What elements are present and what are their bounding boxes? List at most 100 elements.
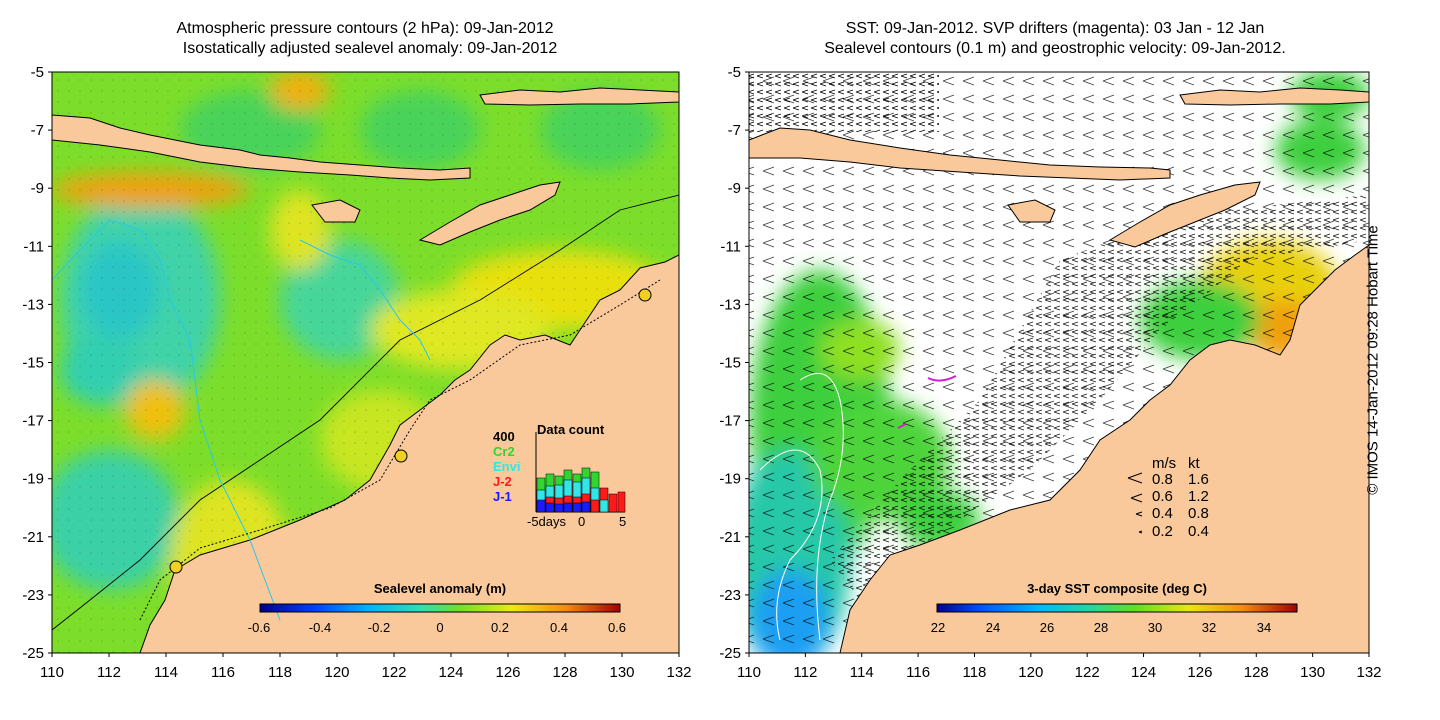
northern-islands-right [1179, 87, 1369, 106]
sst-colorbar-label: 3-day SST composite (deg C) [1027, 581, 1207, 596]
sumba-island-left [311, 199, 361, 223]
left-lon-tick-label: 124 [438, 664, 463, 681]
sst-tick: 24 [986, 620, 1000, 635]
inset-title: Data count [537, 422, 605, 437]
velocity-legend-kt: 1.6 [1188, 471, 1209, 488]
right-title-line2: Sealevel contours (0.1 m) and geostrophi… [824, 40, 1286, 57]
velocity-legend-ms: 0.2 [1152, 523, 1173, 540]
right-lon-tick-label: 116 [906, 664, 930, 681]
inset-mission-cr2: Cr2 [493, 444, 515, 459]
inset-mission-j2: J-2 [493, 474, 512, 489]
inset-xlabel-end: 5 [619, 514, 626, 529]
right-lon-tick-label: 114 [850, 664, 874, 681]
tide-gauge-marker[interactable] [394, 449, 408, 463]
left-lon-tick-label: 114 [154, 664, 178, 681]
left-lat-tick-label: -19 [22, 471, 44, 488]
tide-gauge-marker[interactable] [169, 560, 183, 574]
left-lon-tick-label: 126 [495, 664, 520, 681]
left-lat-tick-label: -13 [22, 296, 44, 313]
velocity-legend-arrow-2 [1135, 511, 1143, 517]
sst-tick: 32 [1202, 620, 1216, 635]
left-lon-tick-label: 112 [97, 664, 121, 681]
australia-landmass-right [839, 244, 1369, 653]
shelf-edge-dotted [139, 279, 661, 621]
data-count-bars [536, 467, 626, 513]
lesser-sunda-islands-right [749, 127, 1171, 181]
velocity-legend: m/s kt 0.8 1.6 0.6 1.2 0.4 0.8 0.2 0.4 [1127, 455, 1209, 540]
right-lon-tick-label: 126 [1187, 664, 1212, 681]
inset-xlabel-start: -5days [527, 514, 567, 529]
lesser-sunda-islands-left [52, 114, 471, 181]
sst-colorbar-ramp [936, 603, 1298, 613]
sst-tick: 30 [1148, 620, 1162, 635]
velocity-legend-ms: 0.6 [1152, 488, 1173, 505]
sealevel-contour [759, 449, 823, 641]
pressure-contour [52, 194, 679, 631]
inset-mission-envi: Envi [493, 459, 520, 474]
svp-drifter-track[interactable] [927, 375, 957, 382]
right-lat-tick-label: -21 [719, 529, 741, 546]
sealevel-tick: -0.2 [368, 620, 390, 635]
copyright-stamp: © IMOS 14-Jan-2012 09:28 Hobart Time [1365, 225, 1393, 495]
right-title-line1: SST: 09-Jan-2012. SVP drifters (magenta)… [845, 20, 1265, 37]
right-lon-tick-label: 118 [962, 664, 986, 681]
right-lon-tick-label: 130 [1300, 664, 1325, 681]
left-lon-tick-label: 132 [666, 664, 691, 681]
left-lon-tick-label: 130 [609, 664, 634, 681]
timor-island-left [418, 181, 561, 246]
velocity-legend-kt: 0.8 [1188, 505, 1209, 522]
right-lon-tick-label: 124 [1131, 664, 1156, 681]
right-lon-tick-label: 120 [1018, 664, 1043, 681]
sealevel-tick: -0.6 [248, 620, 270, 635]
sealevel-tick: 0.2 [491, 620, 509, 635]
right-lat-tick-label: -23 [719, 587, 741, 604]
velocity-arrow-dense-north [749, 72, 939, 132]
sst-tick: 28 [1094, 620, 1108, 635]
right-map [749, 72, 1369, 653]
sealevel-tick: 0.4 [550, 620, 568, 635]
sealevel-colorbar-label: Sealevel anomaly (m) [374, 581, 506, 596]
tide-gauge-marker[interactable] [638, 288, 652, 302]
velocity-legend-header-kt: kt [1188, 455, 1201, 472]
bathymetry-contour-2 [299, 239, 431, 361]
sumba-island-right [1007, 199, 1056, 223]
bathymetry-contour [52, 219, 281, 621]
right-lat-tick-label: -13 [719, 296, 741, 313]
australia-landmass-left [139, 254, 679, 653]
left-lat-tick-label: -21 [22, 529, 44, 546]
left-title-line2: Isostatically adjusted sealevel anomaly:… [182, 40, 558, 57]
right-lat-tick-label: -11 [720, 238, 741, 255]
right-lat-tick-label: -15 [719, 355, 741, 372]
left-lat-tick-label: -25 [22, 645, 44, 662]
left-lon-tick-label: 110 [40, 664, 64, 681]
svp-drifter-track[interactable] [897, 423, 907, 429]
right-lon-tick-label: 132 [1356, 664, 1381, 681]
right-lon-tick-label: 128 [1244, 664, 1269, 681]
left-lat-tick-label: -7 [31, 122, 44, 139]
right-lat-tick-label: -7 [728, 122, 741, 139]
inset-xlabel-zero: 0 [578, 514, 585, 529]
right-lon-tick-label: 112 [793, 664, 817, 681]
right-lat-tick-label: -17 [719, 413, 741, 430]
left-lat-tick-label: -15 [22, 355, 44, 372]
timor-island-right [1108, 181, 1261, 248]
northern-islands-left [479, 87, 679, 106]
left-title-line1: Atmospheric pressure contours (2 hPa): 0… [176, 20, 554, 37]
left-lon-tick-label: 116 [211, 664, 235, 681]
sst-colorbar: 3-day SST composite (deg C) 22 24 26 28 … [931, 581, 1298, 635]
sealevel-contour [799, 372, 844, 641]
right-lat-tick-label: -5 [728, 64, 741, 81]
left-lat-tick-label: -9 [31, 180, 44, 197]
right-lat-tick-label: -9 [728, 180, 741, 197]
copyright-text: © IMOS 14-Jan-2012 09:28 Hobart Time [1364, 225, 1382, 495]
velocity-legend-ms: 0.8 [1152, 471, 1173, 488]
sealevel-tick: -0.4 [309, 620, 331, 635]
sealevel-tick: 0.6 [608, 620, 626, 635]
sealevel-tick: 0 [436, 620, 443, 635]
left-map [52, 72, 679, 653]
sst-tick: 22 [931, 620, 945, 635]
left-lon-tick-label: 120 [324, 664, 349, 681]
left-lat-tick-label: -5 [31, 64, 44, 81]
left-lon-tick-label: 118 [268, 664, 292, 681]
